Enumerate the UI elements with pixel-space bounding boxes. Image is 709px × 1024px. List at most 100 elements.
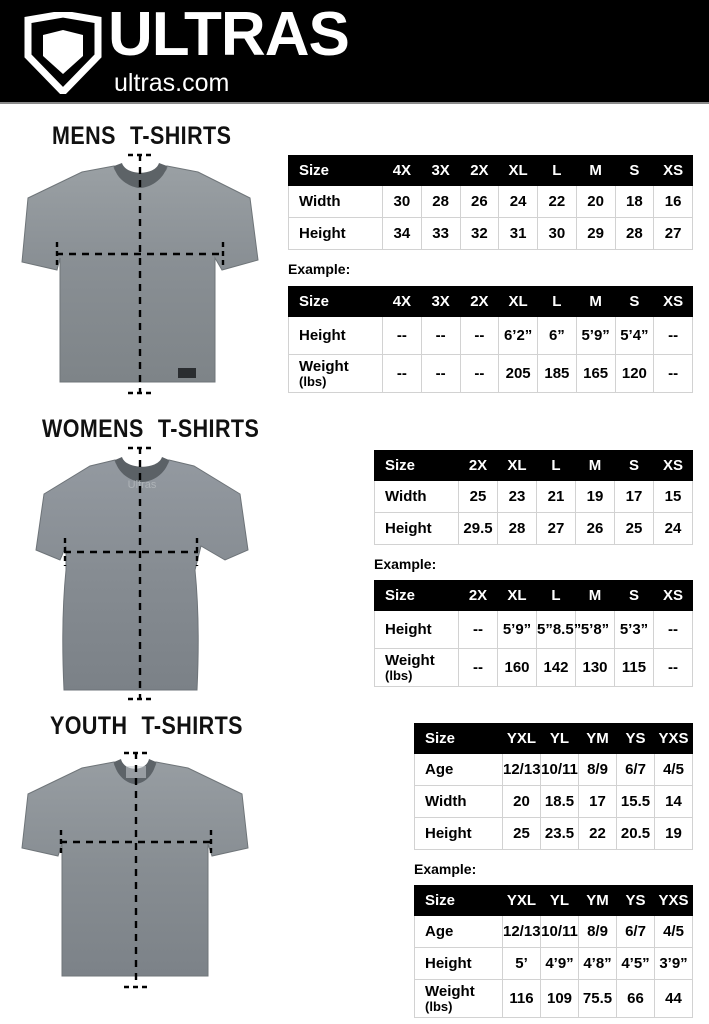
table-cell: -- (382, 316, 422, 355)
table-header-row: Size 4X 3X 2X XL L M S XS (288, 155, 693, 186)
table-cell: 31 (498, 217, 538, 250)
column-header: XS (653, 155, 693, 186)
table-cell: 23 (497, 480, 537, 513)
column-header: M (575, 580, 615, 611)
column-header: S (614, 286, 655, 317)
column-header: 4X (382, 286, 422, 317)
row-label: Weight (lbs) (414, 979, 503, 1018)
table-cell: 3’9” (654, 947, 693, 980)
table-cell: 10/11 (540, 915, 579, 948)
table-cell: 185 (537, 354, 577, 393)
table-cell: 4’9” (540, 947, 579, 980)
row-label-text: Weight (425, 982, 475, 1000)
mens-tshirt-illustration (10, 150, 275, 400)
column-header: L (536, 450, 576, 481)
table-cell: -- (653, 648, 693, 687)
table-row: Weight (lbs) -- 160 142 130 115 -- (374, 648, 693, 687)
table-cell: 6/7 (616, 753, 655, 786)
table-row: Width 30 28 26 24 22 20 18 16 (288, 185, 693, 218)
table-row: Height -- 5’9” 5”8.5” 5’8” 5’3” -- (374, 610, 693, 649)
column-header: XL (497, 580, 537, 611)
table-cell: 130 (575, 648, 615, 687)
row-label: Height (288, 217, 383, 250)
row-label-unit: (lbs) (299, 373, 327, 389)
table-cell: 12/13 (502, 753, 541, 786)
column-header: Size (288, 286, 383, 317)
column-header: L (537, 286, 577, 317)
table-row: Height 29.5 28 27 26 25 24 (374, 512, 693, 545)
table-cell: 66 (616, 979, 655, 1018)
table-cell: 25 (458, 480, 498, 513)
column-header: S (614, 155, 655, 186)
table-cell: 4/5 (654, 915, 693, 948)
table-cell: 20.5 (616, 817, 655, 850)
table-cell: 25 (502, 817, 541, 850)
table-cell: -- (459, 354, 500, 393)
table-cell: 29.5 (458, 512, 498, 545)
column-header: 2X (458, 580, 498, 611)
table-cell: 20 (575, 185, 616, 218)
table-cell: 26 (575, 512, 615, 545)
row-label-text: Height (425, 954, 472, 972)
column-header: YXS (654, 885, 693, 916)
column-header: 2X (459, 155, 500, 186)
table-cell: 30 (382, 185, 422, 218)
table-row: Height 34 33 32 31 30 29 28 27 (288, 217, 693, 250)
table-cell: 109 (540, 979, 579, 1018)
row-label: Height (414, 947, 503, 980)
table-cell: -- (420, 316, 461, 355)
youth-example-table: Size YXL YL YM YS YXS Age 12/13 10/11 8/… (414, 885, 693, 1018)
row-label: Age (414, 753, 503, 786)
column-header: S (614, 450, 654, 481)
row-label-text: Height (299, 326, 346, 344)
table-row: Weight (lbs) 116 109 75.5 66 44 (414, 979, 693, 1018)
table-cell: 5’3” (614, 610, 654, 649)
table-row: Weight (lbs) -- -- -- 205 185 165 120 -- (288, 354, 693, 393)
row-label: Height (288, 316, 383, 355)
table-cell: -- (653, 610, 693, 649)
table-cell: 24 (498, 185, 538, 218)
column-header: YM (578, 885, 617, 916)
table-cell: 28 (420, 185, 461, 218)
table-cell: 23.5 (540, 817, 579, 850)
site-header: ULTRAS ultras.com (0, 0, 709, 104)
column-header: XL (498, 286, 538, 317)
row-label-text: Weight (299, 357, 349, 375)
row-label: Height (374, 512, 459, 545)
table-cell: -- (653, 354, 693, 393)
column-header: 4X (382, 155, 422, 186)
mens-size-table: Size 4X 3X 2X XL L M S XS Width 30 28 26… (288, 155, 693, 250)
table-cell: 116 (502, 979, 541, 1018)
column-header: L (537, 155, 577, 186)
row-label: Weight (lbs) (374, 648, 459, 687)
row-label-text: Height (385, 620, 432, 638)
shield-pentagon-icon (22, 10, 104, 98)
table-cell: 14 (654, 785, 693, 818)
table-cell: 142 (536, 648, 576, 687)
row-label: Weight (lbs) (288, 354, 383, 393)
table-cell: 27 (653, 217, 693, 250)
table-cell: 29 (575, 217, 616, 250)
row-label: Height (374, 610, 459, 649)
brand-website: ultras.com (114, 69, 230, 97)
column-header: M (575, 450, 615, 481)
table-cell: 26 (459, 185, 500, 218)
row-label: Width (374, 480, 459, 513)
table-header-row: Size 2X XL L M S XS (374, 450, 693, 481)
table-cell: 4’5” (616, 947, 655, 980)
table-cell: -- (458, 610, 498, 649)
table-cell: 6’2” (498, 316, 538, 355)
womens-size-table: Size 2X XL L M S XS Width 25 23 21 19 17… (374, 450, 693, 545)
section-title-womens: WOMENS T-SHIRTS (42, 415, 260, 443)
womens-tshirt-illustration: Ultras (22, 442, 262, 704)
section-title-youth: YOUTH T-SHIRTS (50, 712, 243, 740)
table-cell: 115 (614, 648, 654, 687)
table-cell: 30 (537, 217, 577, 250)
table-cell: -- (459, 316, 500, 355)
brand-name: ULTRAS (108, 0, 350, 69)
column-header: YL (540, 885, 579, 916)
column-header: Size (374, 580, 459, 611)
youth-tshirt-illustration (8, 748, 273, 993)
table-cell: -- (420, 354, 461, 393)
table-row: Height -- -- -- 6’2” 6” 5’9” 5’4” -- (288, 316, 693, 355)
